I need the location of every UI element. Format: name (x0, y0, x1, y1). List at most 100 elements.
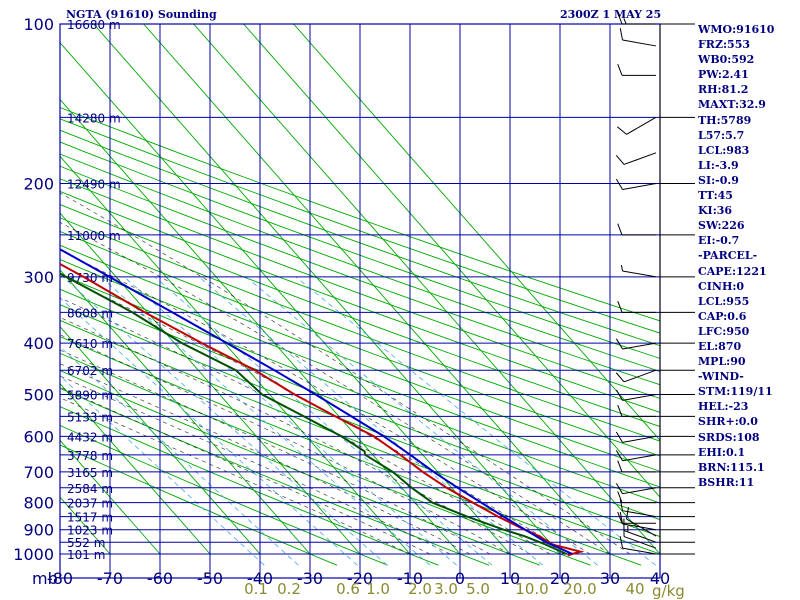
wind-barb-flag (615, 450, 623, 462)
dry-adiabat-line (60, 118, 660, 334)
dry-adiabat-lines (60, 106, 660, 566)
height-label: 101 m (67, 548, 105, 562)
wind-barb-flag (619, 536, 624, 549)
pressure-tick-label: 300 (23, 268, 54, 287)
index-line: WB0:592 (698, 53, 755, 67)
pressure-tick-label: 800 (23, 494, 54, 513)
wind-barb-flag (617, 511, 623, 524)
grid-lines (59, 23, 661, 579)
chart-title: NGTA (91610) Sounding (66, 8, 217, 21)
mixing-ratio-line (295, 276, 656, 566)
wind-barb-staff (622, 510, 657, 518)
dry-adiabat-line (60, 273, 660, 504)
profile-lines (60, 248, 585, 557)
dry-adiabat-line (60, 259, 660, 488)
wind-barb (617, 404, 656, 417)
temperature-line (60, 262, 585, 557)
axis-unit-label: mb (32, 569, 58, 588)
index-line: MAXT:32.9 (698, 98, 766, 112)
index-line: LFC:950 (698, 324, 750, 338)
dry-adiabat-line (60, 352, 591, 566)
index-line: LCL:983 (698, 143, 750, 157)
temperature-tick-label: 0 (455, 569, 465, 588)
index-line: BSHR:11 (698, 475, 755, 489)
wind-barb-flag (623, 18, 627, 25)
index-line: TT:45 (698, 189, 733, 203)
dry-adiabat-line (60, 424, 388, 566)
wind-barb-staff (626, 116, 657, 135)
wind-barb (617, 511, 656, 524)
index-line: SW:226 (698, 219, 745, 233)
height-label: 7610 m (67, 337, 113, 351)
mixing-ratio-label: 10.0 (515, 580, 548, 598)
wind-barb-staff (623, 152, 657, 165)
height-label: 2584 m (67, 482, 113, 496)
isotherm-line (93, 24, 561, 555)
wind-barb (619, 536, 657, 555)
index-line: CINH:0 (698, 279, 745, 293)
moist-adiabat-line (60, 297, 551, 555)
wind-barb-flag (617, 404, 623, 417)
index-line: BRN:115.1 (698, 460, 765, 474)
index-line: FRZ:553 (698, 38, 751, 52)
pressure-tick-label: 100 (23, 15, 54, 34)
isotherm-line (193, 24, 660, 555)
index-line: CAPE:1221 (698, 264, 767, 278)
index-line: STM:119/11 (698, 385, 773, 399)
indices-panel: WMO:91610 FRZ:553 WB0:592 PW:2.41 RH:81.2 MAX… (698, 22, 798, 490)
height-label: 4432 m (67, 430, 113, 444)
mixing-ratio-unit: g/kg (652, 582, 685, 600)
mixing-ratio-line (123, 276, 457, 566)
dry-adiabat-line (60, 370, 540, 566)
height-labels: 16680 m 14280 m 12490 m 11000 m 9730 m 8608 m… (67, 18, 121, 562)
mixing-ratio-line (154, 276, 493, 566)
height-label: 5890 m (67, 388, 113, 402)
mixing-ratio-label: 1.0 (366, 580, 390, 598)
moist-adiabat-line (60, 317, 531, 555)
wind-barb (620, 264, 657, 278)
dry-adiabat-line (60, 336, 642, 566)
index-line: EHI:0.1 (698, 445, 746, 459)
dry-adiabat-line (60, 387, 490, 566)
wind-barb-flag (615, 431, 623, 443)
height-label: 9730 m (67, 271, 113, 285)
temperature-tick-label: 10 (500, 569, 520, 588)
dry-adiabat-line (60, 319, 660, 555)
index-line: LI:-3.9 (698, 158, 739, 172)
temperature-tick-label: 30 (600, 569, 620, 588)
wind-barb (615, 450, 657, 462)
temperature-tick-label: -40 (247, 569, 273, 588)
pressure-tick-label: 700 (23, 463, 54, 482)
index-line: WMO:91610 (698, 23, 775, 36)
mixing-ratio-label: 40 (625, 580, 644, 598)
wind-barb-staff (622, 39, 657, 47)
wind-barb-flag (619, 498, 624, 511)
isotherm-line (243, 24, 660, 498)
mixing-ratio-label: 0.1 (244, 580, 268, 598)
index-line: -PARCEL- (698, 249, 758, 263)
wind-barb-staff (622, 523, 657, 531)
height-label: 2037 m (67, 497, 113, 511)
temperature-tick-label: -70 (97, 569, 123, 588)
moist-adiabat-line (60, 275, 571, 555)
height-label: 3165 m (67, 466, 113, 480)
dry-adiabat-line (60, 153, 660, 372)
wind-barb-flag (617, 63, 623, 76)
dry-adiabat-line (60, 129, 660, 347)
index-line: MPL:90 (698, 355, 746, 369)
wind-barb-flag (615, 338, 623, 350)
mixing-ratio-label: 0.6 (336, 580, 360, 598)
wind-barb (615, 389, 657, 401)
index-line: SRDS:108 (698, 430, 760, 444)
index-line: -WIND- (698, 370, 744, 384)
wind-barb-flag (615, 372, 625, 383)
mixing-ratio-line (62, 276, 388, 566)
isotherm-line (143, 24, 611, 555)
dry-adiabat-line (60, 444, 338, 566)
wind-barb-flag (619, 28, 624, 41)
height-label: 5133 m (67, 410, 113, 424)
height-label: 1023 m (67, 524, 113, 538)
dry-adiabat-line (60, 288, 660, 521)
height-label: 6702 m (67, 364, 113, 378)
parcel-line (60, 248, 573, 555)
